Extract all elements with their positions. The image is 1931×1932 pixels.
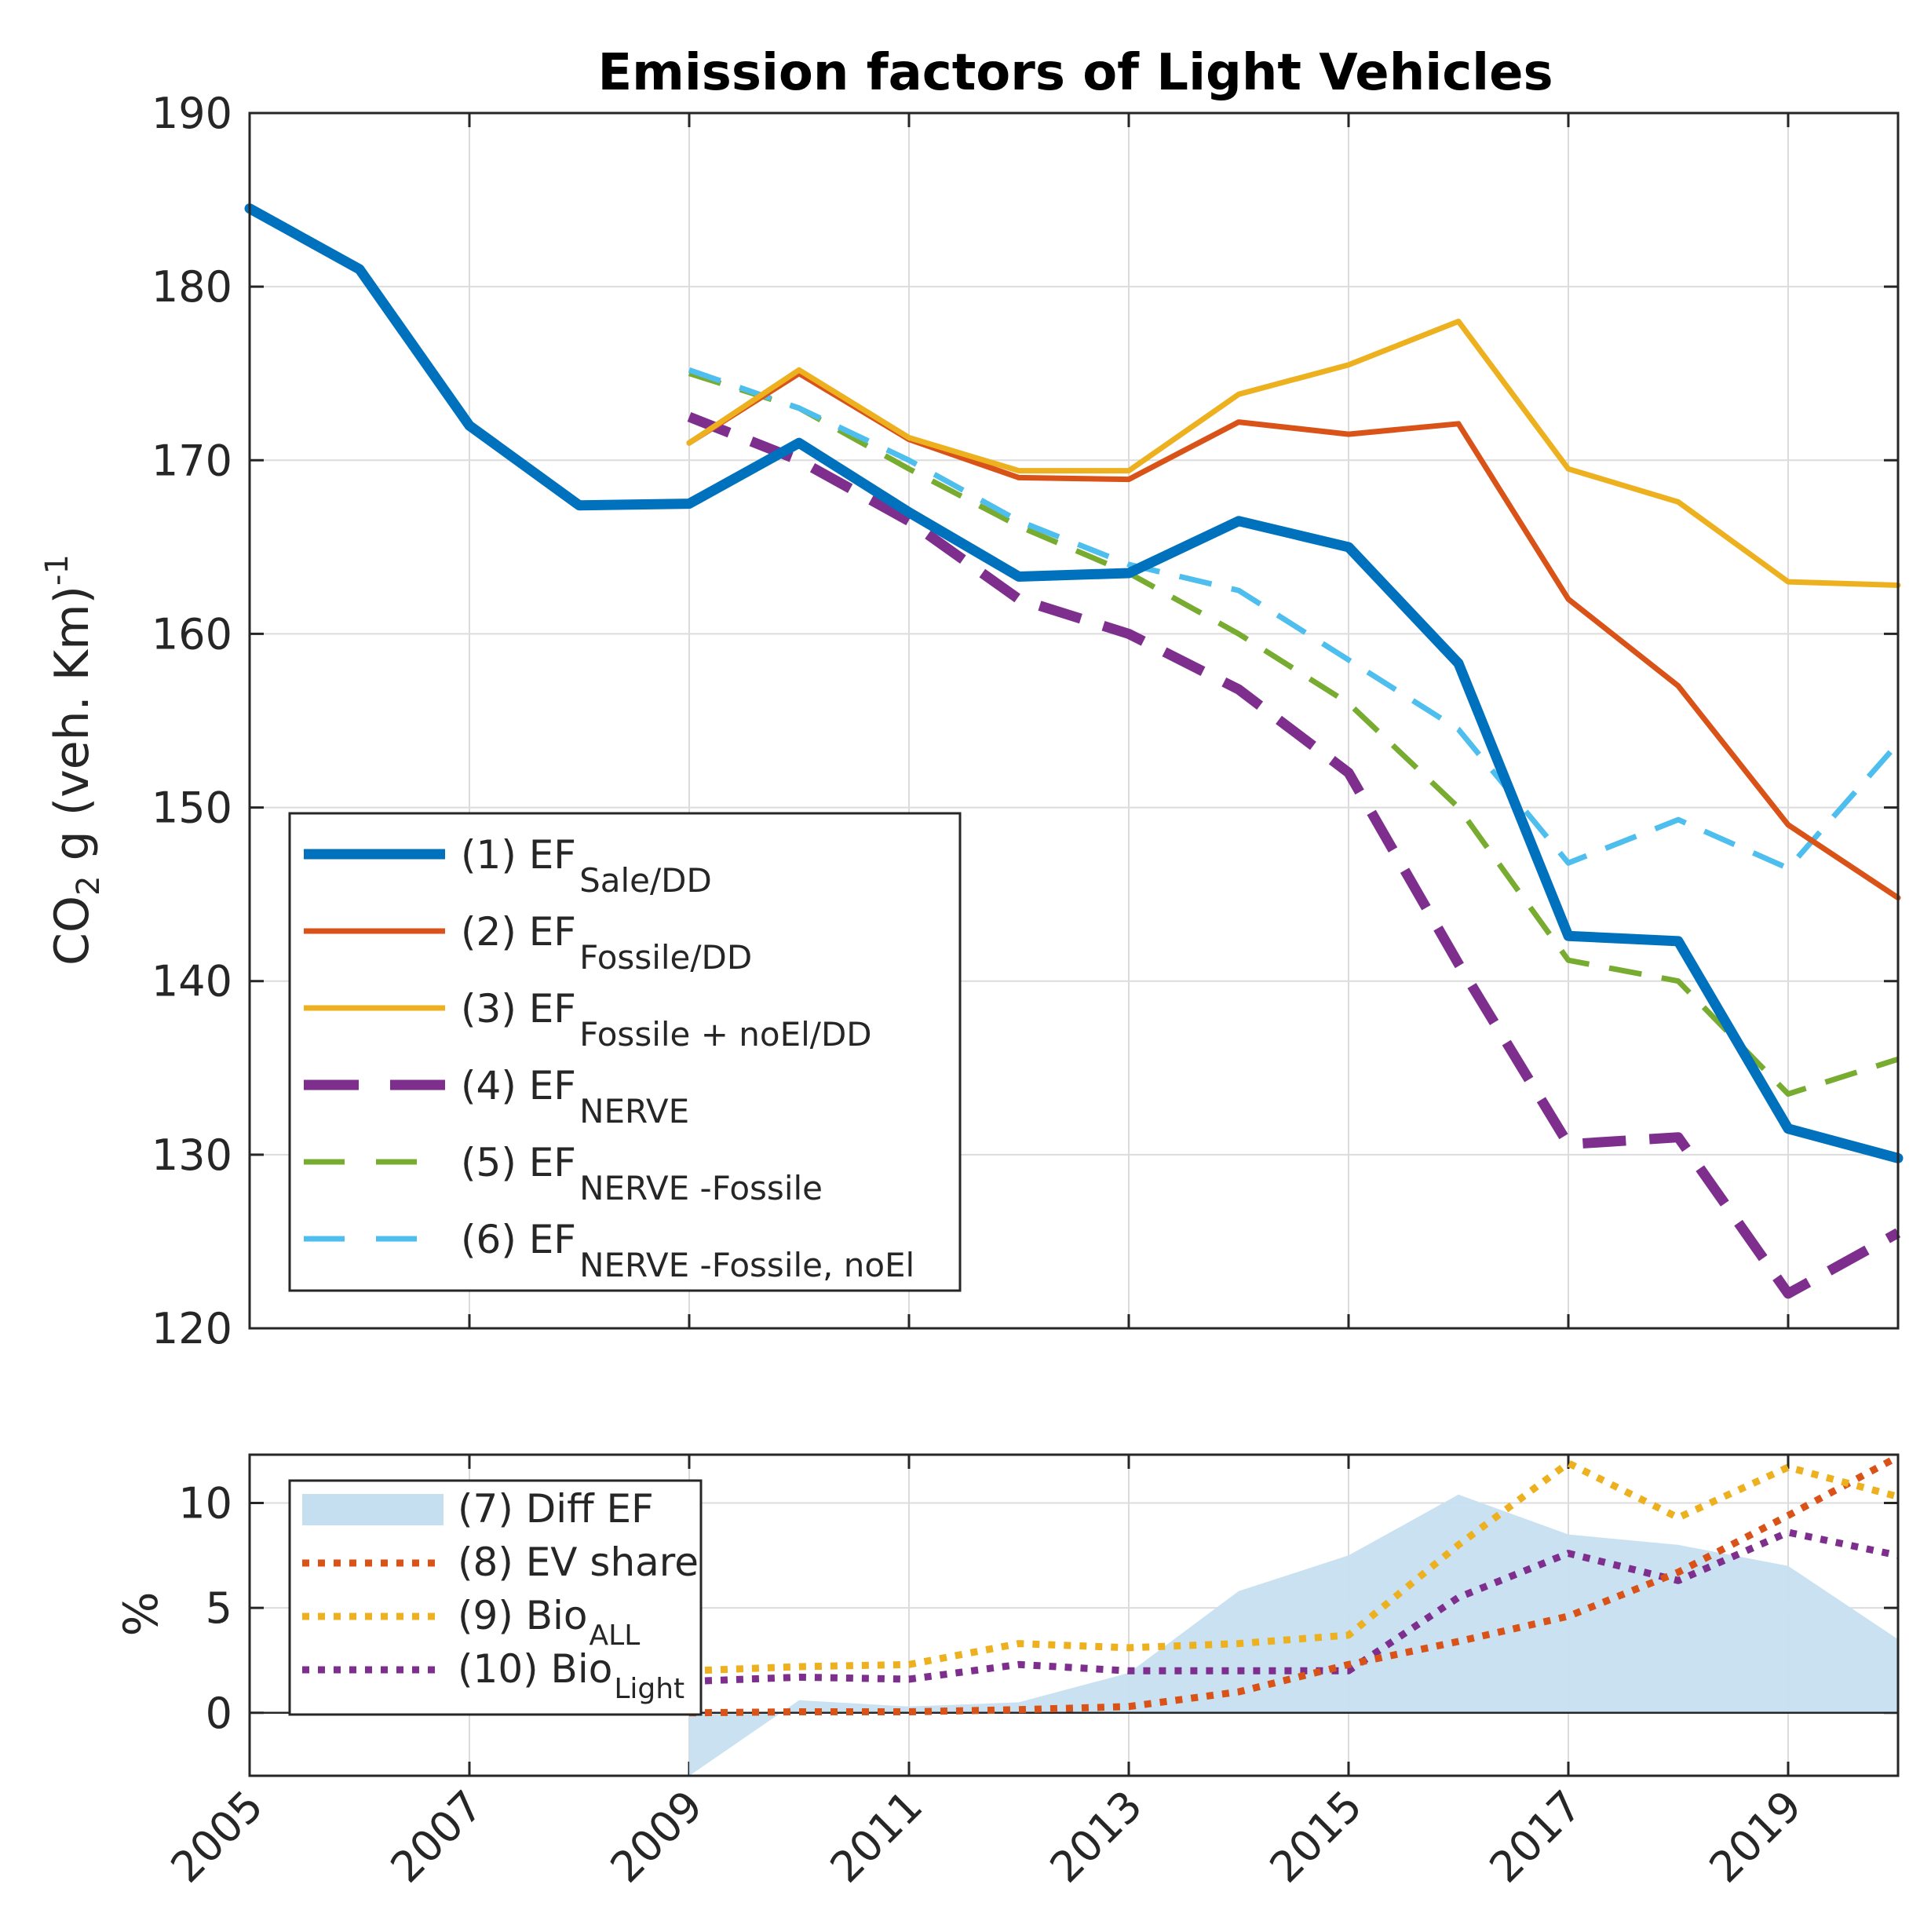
ylabel-part-d: -1 [39, 554, 75, 586]
legend-label-10: (10) BioLight [458, 1646, 684, 1705]
ylabel-part-c: g (veh. Km) [45, 586, 100, 875]
top-y-tick-label: 160 [151, 609, 232, 659]
bottom-y-tick-label: 5 [206, 1583, 232, 1633]
series-line-4 [687, 411, 1901, 1299]
top-y-tick-label: 170 [151, 436, 232, 485]
legend-label-4: (4) EFNERVE [461, 1063, 689, 1130]
top-y-tick-label: 180 [151, 262, 232, 312]
series-line-5 [688, 371, 1900, 1097]
series-line-3 [686, 318, 1901, 588]
ylabel-part-b: 2 [71, 875, 107, 895]
top-y-axis-label: CO2 g (veh. Km)-1 [39, 554, 107, 966]
ylabel-part-a: CO [45, 896, 100, 966]
bottom-x-tick-label: 2011 [820, 1781, 932, 1893]
bottom-x-tick-label: 2009 [600, 1781, 712, 1893]
bottom-x-tick-label: 2005 [161, 1781, 272, 1893]
chart-title: Emission factors of Light Vehicles [597, 44, 1553, 102]
top-y-tick-label: 120 [151, 1304, 232, 1353]
legend-label-2: (2) EFFossile/DD [461, 909, 752, 977]
series-line-6 [688, 367, 1900, 871]
bottom-y-tick-label: 10 [178, 1478, 232, 1528]
bottom-x-tick-label: 2017 [1480, 1781, 1591, 1893]
bottom-x-tick-label: 2015 [1260, 1781, 1371, 1893]
top-y-tick-label: 130 [151, 1130, 232, 1180]
top-y-tick-label: 150 [151, 783, 232, 833]
top-y-tick-label: 190 [151, 89, 232, 138]
series-line-1 [244, 203, 1904, 1163]
bottom-x-tick-label: 2013 [1040, 1781, 1152, 1893]
top-legend-box [288, 812, 962, 1292]
top-y-tick-label: 140 [151, 957, 232, 1006]
legend-label-9: (9) BioALL [458, 1593, 640, 1652]
bottom-y-tick-label: 0 [206, 1689, 232, 1738]
series-area-7 [689, 1494, 1898, 1776]
legend-label-5: (5) EFNERVE -Fossile [461, 1140, 823, 1207]
bottom-x-tick-label: 2019 [1699, 1781, 1811, 1893]
bottom-y-axis-label: % [114, 1591, 169, 1636]
series-dotted-9 [688, 1459, 1900, 1675]
bottom-x-tick-label: 2007 [381, 1781, 492, 1893]
legend-swatch-7 [302, 1494, 444, 1525]
legend-label-6: (6) EFNERVE -Fossile, noEl [461, 1217, 914, 1284]
legend-label-8: (8) EV share [458, 1539, 699, 1585]
legend-label-7: (7) Diff EF [458, 1486, 654, 1532]
legend-label-3: (3) EFFossile + noEl/DD [461, 986, 872, 1054]
bottom-axes-box [248, 1453, 1900, 1777]
top-axes-box [248, 111, 1900, 1330]
legend-label-1: (1) EFSale/DD [461, 832, 712, 900]
